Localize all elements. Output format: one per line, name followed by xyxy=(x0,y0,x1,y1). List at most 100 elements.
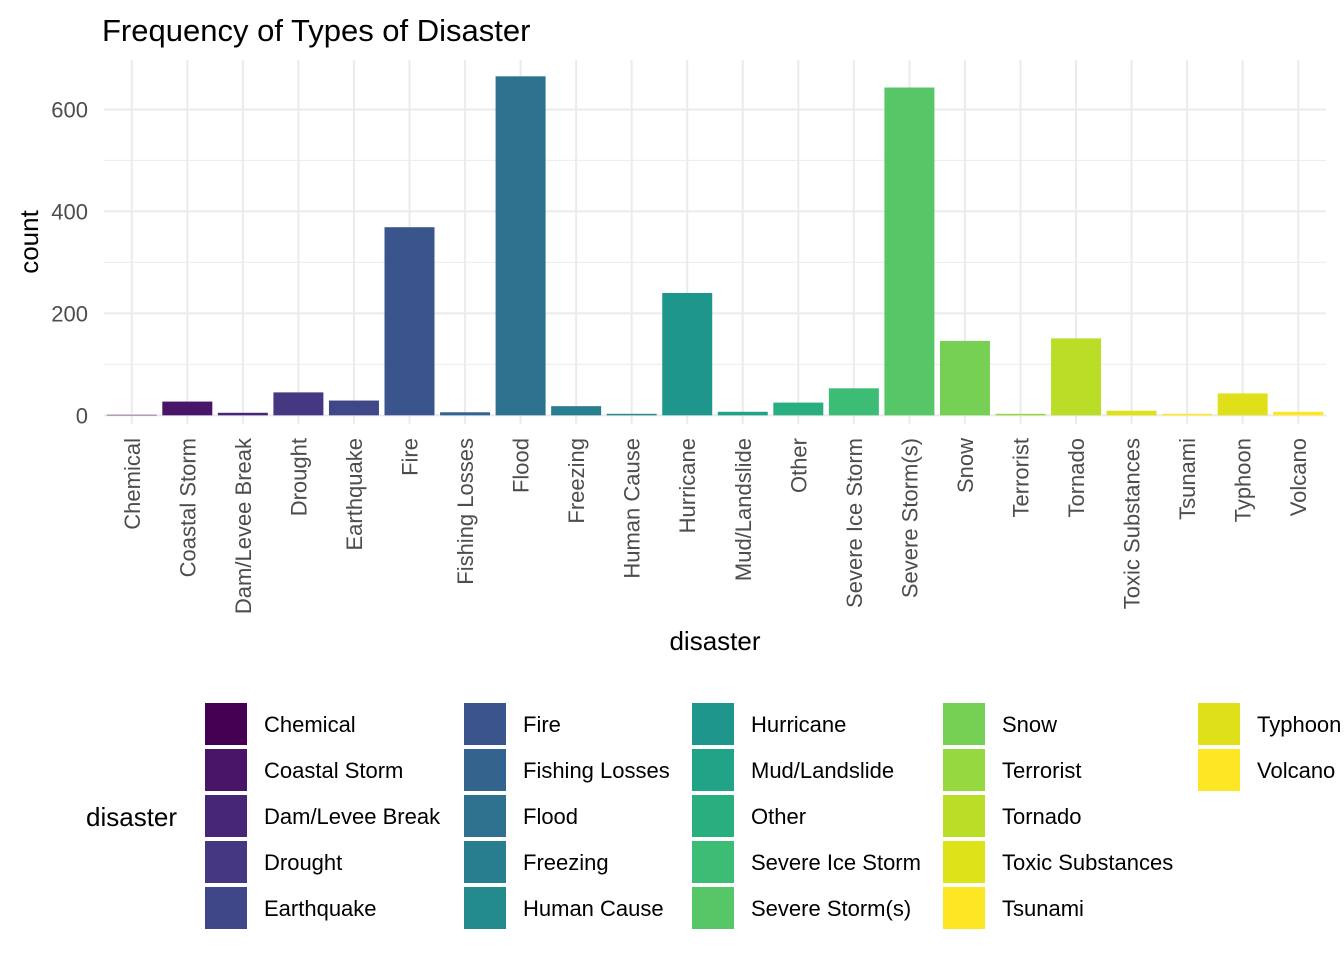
bar-mud-landslide xyxy=(717,411,768,416)
x-tick-label: Tsunami xyxy=(1175,438,1200,520)
legend-item: Coastal Storm xyxy=(205,749,403,791)
legend-item: Freezing xyxy=(464,841,609,883)
x-tick-label: Mud/Landslide xyxy=(731,438,756,581)
legend-item: Hurricane xyxy=(692,703,846,745)
bar-layer xyxy=(106,76,1324,416)
legend-swatch xyxy=(205,887,247,929)
y-tick-labels: 0 200 400 600 xyxy=(51,97,88,428)
bar-severe-ice-storm xyxy=(828,388,879,416)
legend-label: Hurricane xyxy=(751,712,846,737)
legend-label: Mud/Landslide xyxy=(751,758,894,783)
y-axis-title: count xyxy=(14,209,44,273)
y-tick-label: 200 xyxy=(51,301,88,326)
x-tick-label: Chemical xyxy=(120,438,145,530)
legend-label: Fire xyxy=(523,712,561,737)
bar-tornado xyxy=(1051,338,1102,416)
legend-item: Terrorist xyxy=(943,749,1081,791)
bar-snow xyxy=(939,340,990,416)
legend-swatch xyxy=(205,841,247,883)
legend-item: Flood xyxy=(464,795,578,837)
x-tick-label: Coastal Storm xyxy=(175,438,200,577)
legend-label: Snow xyxy=(1002,712,1057,737)
bar-severe-storm-s xyxy=(884,87,935,416)
bar-volcano xyxy=(1273,411,1324,416)
legend-swatch xyxy=(464,703,506,745)
legend-label: Coastal Storm xyxy=(264,758,403,783)
legend-swatch xyxy=(464,841,506,883)
legend-swatch xyxy=(943,887,985,929)
legend-label: Earthquake xyxy=(264,896,377,921)
bar-coastal-storm xyxy=(162,401,213,416)
legend-label: Dam/Levee Break xyxy=(264,804,441,829)
x-axis-title: disaster xyxy=(669,626,760,656)
chart-title: Frequency of Types of Disaster xyxy=(102,13,530,48)
legend-swatch xyxy=(464,749,506,791)
legend-label: Fishing Losses xyxy=(523,758,670,783)
bar-dam-levee-break xyxy=(217,412,268,416)
x-tick-label: Hurricane xyxy=(675,438,700,533)
bar-fishing-losses xyxy=(440,412,491,416)
y-tick-label: 0 xyxy=(76,403,88,428)
x-tick-label: Fishing Losses xyxy=(453,438,478,585)
legend-title: disaster xyxy=(86,802,177,832)
legend-label: Terrorist xyxy=(1002,758,1081,783)
x-tick-label: Other xyxy=(786,438,811,493)
legend-label: Flood xyxy=(523,804,578,829)
legend-label: Severe Ice Storm xyxy=(751,850,921,875)
legend-swatch xyxy=(1198,703,1240,745)
legend-item: Tsunami xyxy=(943,887,1084,929)
x-tick-label: Snow xyxy=(953,438,978,493)
legend-label: Toxic Substances xyxy=(1002,850,1173,875)
x-tick-labels: Chemical Coastal Storm Dam/Levee Break Drou… xyxy=(120,437,1311,614)
bar-drought xyxy=(273,392,324,416)
x-tick-label: Human Cause xyxy=(620,438,645,579)
legend-swatch xyxy=(692,749,734,791)
legend-label: Severe Storm(s) xyxy=(751,896,911,921)
legend-item: Fire xyxy=(464,703,561,745)
legend-item: Toxic Substances xyxy=(943,841,1173,883)
legend-item: Typhoon xyxy=(1198,703,1341,745)
legend-swatch xyxy=(943,841,985,883)
legend-item: Earthquake xyxy=(205,887,377,929)
legend-item: Snow xyxy=(943,703,1057,745)
bar-hurricane xyxy=(662,292,713,416)
y-tick-label: 600 xyxy=(51,97,88,122)
x-tick-label: Severe Ice Storm xyxy=(842,438,867,608)
x-tick-label: Tornado xyxy=(1064,438,1089,518)
legend-label: Freezing xyxy=(523,850,609,875)
bar-earthquake xyxy=(328,400,379,416)
legend-swatch xyxy=(1198,749,1240,791)
legend-item: Severe Storm(s) xyxy=(692,887,911,929)
legend-swatch xyxy=(464,795,506,837)
legend-item: Human Cause xyxy=(464,887,664,929)
legend-item: Drought xyxy=(205,841,342,883)
bar-fire xyxy=(384,227,435,416)
x-tick-label: Typhoon xyxy=(1231,438,1256,522)
legend: Chemical Coastal Storm Dam/Levee Break Drou… xyxy=(205,703,1341,929)
y-tick-label: 400 xyxy=(51,199,88,224)
legend-swatch xyxy=(692,795,734,837)
legend-item: Tornado xyxy=(943,795,1082,837)
bar-tsunami xyxy=(1162,413,1213,416)
legend-label: Volcano xyxy=(1257,758,1335,783)
legend-label: Drought xyxy=(264,850,342,875)
legend-swatch xyxy=(692,841,734,883)
bar-terrorist xyxy=(995,413,1046,416)
x-tick-label: Earthquake xyxy=(342,438,367,551)
legend-item: Dam/Levee Break xyxy=(205,795,441,837)
bar-flood xyxy=(495,76,546,416)
bar-chemical xyxy=(106,414,157,416)
bar-toxic-substances xyxy=(1106,410,1157,416)
legend-swatch xyxy=(205,749,247,791)
x-tick-label: Severe Storm(s) xyxy=(897,438,922,598)
legend-label: Chemical xyxy=(264,712,356,737)
legend-item: Fishing Losses xyxy=(464,749,670,791)
x-tick-label: Toxic Substances xyxy=(1120,438,1145,609)
x-tick-label: Volcano xyxy=(1286,438,1311,516)
legend-item: Chemical xyxy=(205,703,356,745)
x-tick-label: Flood xyxy=(509,438,534,493)
legend-label: Tsunami xyxy=(1002,896,1084,921)
bar-typhoon xyxy=(1217,393,1268,416)
legend-item: Severe Ice Storm xyxy=(692,841,921,883)
